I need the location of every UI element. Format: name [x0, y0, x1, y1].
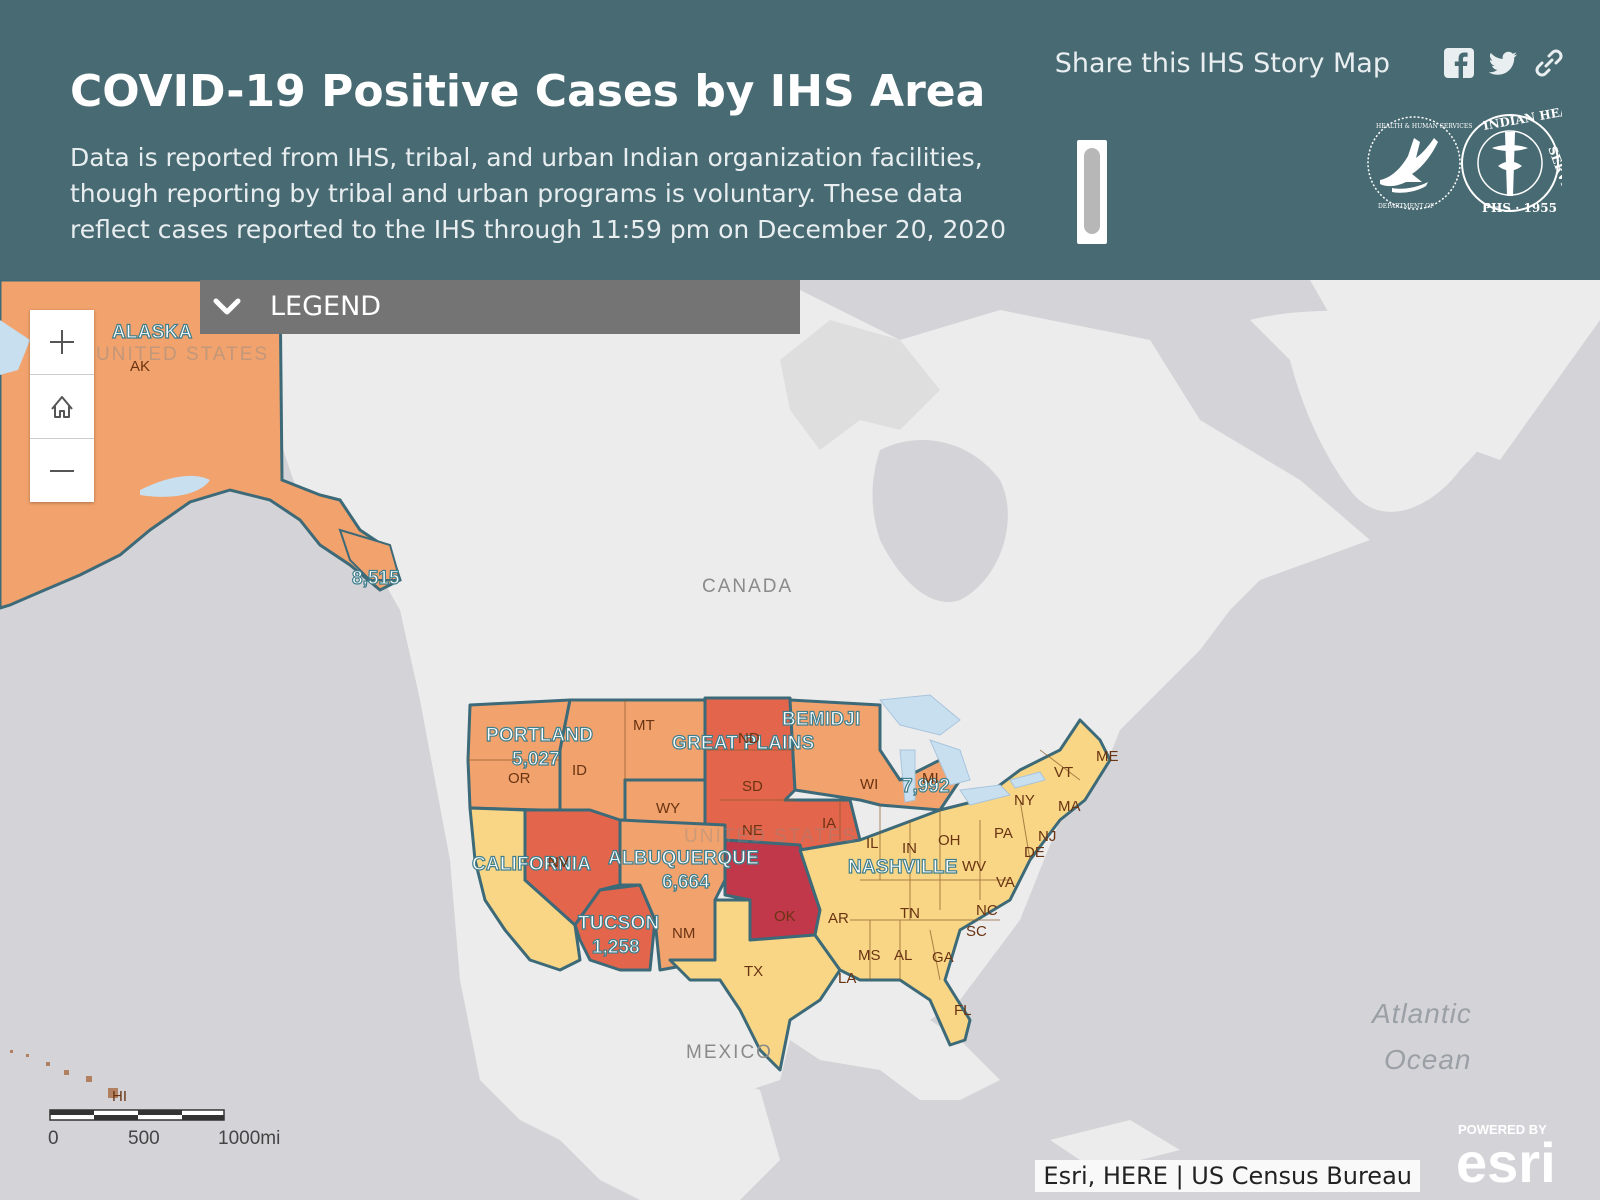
state-label: TN: [900, 905, 920, 922]
state-label: HI: [112, 1088, 127, 1105]
link-icon[interactable]: [1532, 46, 1566, 80]
zoom-in-button[interactable]: [30, 310, 94, 374]
legend-label: LEGEND: [270, 291, 382, 322]
state-label: TX: [744, 963, 764, 980]
state-label: IN: [902, 840, 917, 857]
state-label: SD: [742, 778, 763, 795]
area-label-tucson: TUCSON: [577, 912, 660, 934]
scale-label: 1000mi: [218, 1128, 281, 1149]
state-label: PA: [994, 825, 1013, 842]
area-count-alaska: 8,515: [351, 567, 400, 589]
scale-label: 500: [128, 1128, 160, 1149]
state-label: IL: [866, 835, 879, 852]
state-label: NE: [742, 822, 763, 839]
map-view[interactable]: ALASKA 8,515 PORTLAND 5,027 CALIFORNIA A…: [0, 280, 1600, 1200]
state-label: VA: [996, 874, 1015, 891]
country-label-us: UNITED STATES: [684, 826, 858, 847]
state-label: AL: [894, 947, 913, 964]
scale-label: 0: [48, 1128, 59, 1149]
area-label-albuquerque: ALBUQUERQUE: [607, 847, 760, 869]
state-label: NV: [548, 854, 569, 871]
state-label: OH: [938, 832, 961, 849]
ocean-label: Atlantic: [1372, 998, 1472, 1029]
map-attribution[interactable]: Esri, HERE | US Census Bureau: [1035, 1160, 1420, 1192]
state-label: FL: [954, 1002, 972, 1019]
state-label: SC: [966, 923, 987, 940]
state-label: WV: [962, 858, 987, 875]
state-label: GA: [932, 949, 954, 966]
chevron-down-icon: [213, 298, 241, 315]
state-label: MI: [922, 770, 939, 787]
state-label: WI: [860, 776, 879, 793]
state-label: ND: [738, 730, 760, 747]
svg-text:INDIAN HEALTH: INDIAN HEALTH: [1482, 108, 1562, 133]
legend-toggle[interactable]: LEGEND: [200, 280, 800, 334]
share-label: Share this IHS Story Map: [1054, 48, 1390, 79]
svg-text:HEALTH & HUMAN SERVICES: HEALTH & HUMAN SERVICES: [1376, 123, 1472, 130]
state-label: NY: [1014, 792, 1035, 809]
state-label: MT: [633, 717, 655, 734]
state-label: MA: [1058, 798, 1081, 815]
country-label-canada: CANADA: [702, 576, 794, 597]
page-title: COVID-19 Positive Cases by IHS Area: [70, 66, 986, 117]
header: COVID-19 Positive Cases by IHS Area Data…: [0, 0, 1600, 280]
ocean-label: Ocean: [1384, 1044, 1472, 1075]
state-label: LA: [838, 970, 857, 987]
state-label: IA: [822, 815, 837, 832]
zoom-out-button[interactable]: [30, 438, 94, 503]
esri-logo[interactable]: POWERED BY esri: [1454, 1118, 1584, 1190]
area-label-great-plains: GREAT PLAINS: [671, 732, 815, 754]
state-label: NC: [976, 902, 998, 919]
svg-text:DEPARTMENT OF: DEPARTMENT OF: [1378, 203, 1434, 210]
state-label: ID: [572, 762, 587, 779]
description-scrollbar[interactable]: [1077, 140, 1107, 244]
zoom-out-icon: [50, 470, 74, 472]
state-label: NM: [672, 925, 696, 942]
home-icon: [51, 396, 73, 418]
state-label: DE: [1024, 844, 1045, 861]
state-label: WY: [656, 800, 681, 817]
zoom-controls: [30, 310, 94, 502]
ihs-seal-logo: INDIAN HEALTH SERVICE PHS · 1955 HEALTH …: [1367, 108, 1562, 215]
svg-text:SERVICE: SERVICE: [1545, 144, 1562, 206]
svg-text:PHS · 1955: PHS · 1955: [1482, 201, 1557, 215]
state-label: OR: [508, 770, 531, 787]
basemap: [0, 280, 1600, 1200]
state-label: AR: [828, 910, 849, 927]
area-label-nashville: NASHVILLE: [847, 856, 958, 878]
country-label-mexico: MEXICO: [686, 1042, 773, 1063]
state-label: NJ: [1038, 828, 1057, 845]
area-count-bemidji: 7,992: [901, 775, 950, 797]
area-count-albuquerque: 6,664: [661, 871, 710, 893]
scale-bar: 0 500 1000mi: [48, 1106, 288, 1166]
scrollbar-thumb[interactable]: [1084, 148, 1100, 234]
page-subtitle: Data is reported from IHS, tribal, and u…: [70, 143, 1007, 244]
twitter-icon[interactable]: [1486, 46, 1520, 80]
state-label: AK: [130, 358, 151, 375]
state-label: VT: [1054, 764, 1074, 781]
home-button[interactable]: [30, 374, 94, 439]
state-label: ME: [1096, 748, 1119, 765]
area-count-portland: 5,027: [511, 748, 560, 770]
state-label: MS: [858, 947, 881, 964]
area-label-portland: PORTLAND: [485, 724, 594, 746]
area-label-bemidji: BEMIDJI: [781, 708, 861, 730]
facebook-icon[interactable]: [1442, 46, 1476, 80]
state-label: OK: [774, 908, 796, 925]
esri-powered-text: POWERED BY: [1458, 1122, 1547, 1137]
esri-brand-text: esri: [1456, 1131, 1556, 1190]
area-label-california: CALIFORNIA: [471, 853, 592, 875]
zoom-in-icon: [50, 330, 74, 354]
country-label-us: UNITED STATES: [96, 344, 270, 365]
area-count-tucson: 1,258: [591, 936, 640, 958]
area-label-alaska: ALASKA: [111, 321, 193, 343]
